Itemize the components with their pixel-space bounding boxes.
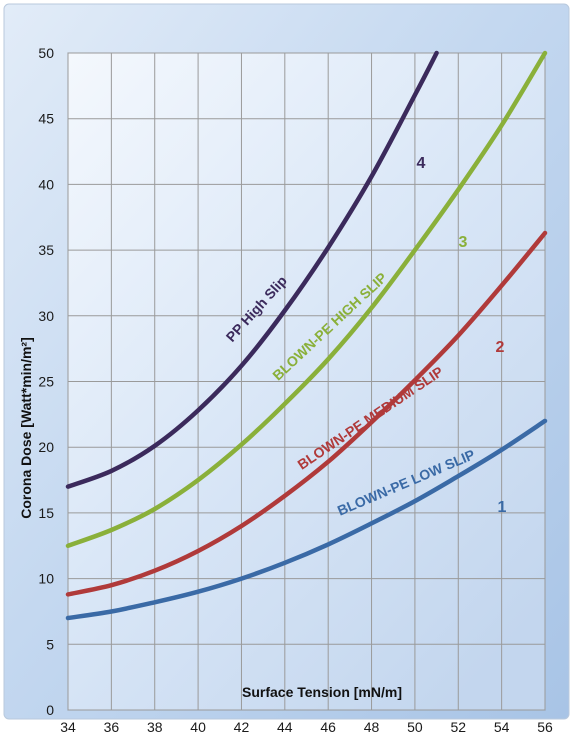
y-tick-label: 30 xyxy=(38,308,54,324)
series-line-4 xyxy=(65,50,439,489)
x-tick-label: 44 xyxy=(277,719,293,735)
series-number-label: 2 xyxy=(496,339,505,356)
series-number-label: 4 xyxy=(417,155,426,172)
y-tick-label: 0 xyxy=(46,702,54,718)
y-tick-label: 45 xyxy=(38,111,54,127)
y-axis-title: Corona Dose [Watt*min/m²] xyxy=(18,337,34,518)
x-tick-label: 46 xyxy=(320,719,336,735)
series-line-3 xyxy=(65,50,548,549)
y-tick-label: 20 xyxy=(38,439,54,455)
series-lines xyxy=(65,50,548,621)
series-number-label: 1 xyxy=(498,499,507,516)
x-tick-label: 36 xyxy=(104,719,120,735)
x-tick-label: 56 xyxy=(537,719,553,735)
y-tick-label: 35 xyxy=(38,242,54,258)
x-axis-title: Surface Tension [mN/m] xyxy=(242,684,402,700)
tick-labels: 34 36 38 40 42 44 46 48 50 52 54 560510152025303540… xyxy=(38,45,553,735)
series-line-2 xyxy=(65,230,548,597)
x-tick-label: 54 xyxy=(494,719,510,735)
y-tick-label: 5 xyxy=(46,636,54,652)
y-tick-label: 50 xyxy=(38,45,54,61)
y-tick-label: 10 xyxy=(38,571,54,587)
x-tick-label: 34 xyxy=(60,719,76,735)
y-tick-label: 15 xyxy=(38,505,54,521)
x-tick-label: 48 xyxy=(364,719,380,735)
x-tick-label: 52 xyxy=(450,719,466,735)
x-tick-label: 38 xyxy=(147,719,163,735)
x-tick-label: 42 xyxy=(234,719,250,735)
series-line-1 xyxy=(65,418,548,621)
x-tick-label: 50 xyxy=(407,719,423,735)
series-number-label: 3 xyxy=(459,234,468,251)
x-tick-label: 40 xyxy=(190,719,206,735)
y-tick-label: 25 xyxy=(38,374,54,390)
y-tick-label: 40 xyxy=(38,176,54,192)
